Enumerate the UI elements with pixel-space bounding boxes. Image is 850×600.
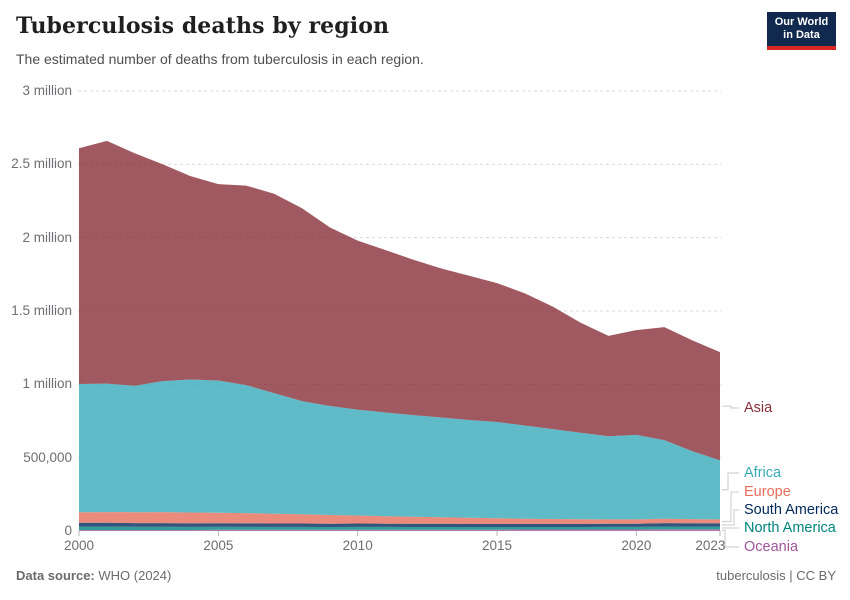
- y-tick-label: 500,000: [23, 449, 72, 465]
- y-tick-label: 3 million: [22, 83, 72, 98]
- area-africa[interactable]: [79, 379, 720, 520]
- legend-label-north-america[interactable]: North America: [744, 520, 836, 536]
- area-oceania[interactable]: [79, 529, 720, 531]
- data-source: Data source: WHO (2024): [16, 568, 171, 583]
- x-tick-label: 2020: [621, 538, 652, 553]
- area-north-america[interactable]: [79, 526, 720, 530]
- area-asia[interactable]: [79, 140, 720, 461]
- legend-label-oceania[interactable]: Oceania: [744, 539, 799, 555]
- page-title: Tuberculosis deaths by region: [16, 13, 390, 39]
- y-tick-label: 2 million: [22, 229, 72, 245]
- legend-connector-asia: [722, 405, 739, 409]
- x-tick-label: 2000: [63, 538, 95, 553]
- x-tick-label: 2023: [695, 538, 726, 553]
- legend-connector-south-america: [722, 509, 739, 526]
- owid-logo-line2: in Data: [783, 29, 820, 41]
- legend-label-africa[interactable]: Africa: [744, 465, 782, 481]
- y-tick-label: 2.5 million: [11, 156, 72, 172]
- y-tick-label: 1.5 million: [11, 303, 72, 318]
- legend-connector-oceania: [722, 529, 739, 548]
- legend-connector-europe: [722, 491, 739, 522]
- legend-label-south-america[interactable]: South America: [744, 502, 839, 518]
- chart-subtitle: The estimated number of deaths from tube…: [16, 51, 424, 67]
- x-tick-label: 2005: [203, 538, 234, 553]
- data-source-label: Data source:: [16, 568, 95, 583]
- owid-logo[interactable]: Our World in Data: [767, 12, 836, 50]
- legend-connector-africa: [722, 472, 739, 491]
- legend-label-asia[interactable]: Asia: [744, 400, 773, 416]
- legend-label-europe[interactable]: Europe: [744, 484, 791, 500]
- area-south-america[interactable]: [79, 522, 720, 527]
- area-europe[interactable]: [79, 512, 720, 524]
- data-source-value: WHO (2024): [98, 568, 172, 583]
- y-tick-label: 0: [64, 523, 72, 538]
- x-tick-label: 2015: [482, 538, 513, 553]
- x-tick-label: 2010: [342, 538, 373, 553]
- license-note[interactable]: tuberculosis | CC BY: [716, 568, 836, 583]
- owid-logo-line1: Our World: [774, 16, 829, 28]
- y-tick-label: 1 million: [22, 376, 72, 392]
